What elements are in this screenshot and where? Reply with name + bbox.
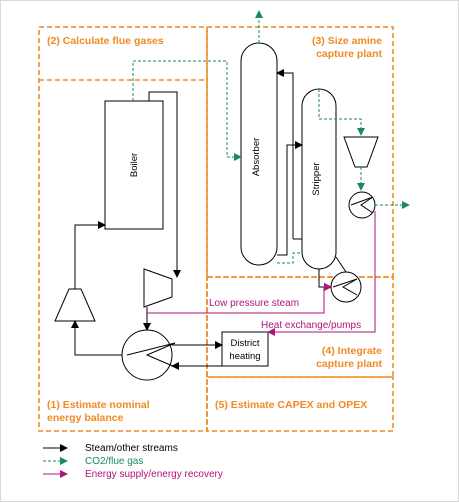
low-pressure-steam-line (147, 283, 332, 314)
district-heating-label-line1: District (230, 338, 259, 349)
section-1-label-line2: energy balance (47, 412, 124, 424)
boiler-label: Boiler (129, 153, 140, 177)
lean-amine-line (276, 69, 294, 239)
boiler-steam-line (148, 91, 181, 278)
energy-flows (147, 211, 376, 336)
stripper-to-reboiler-line (318, 269, 332, 291)
section-4-label-line2: capture plant (316, 358, 382, 370)
feed-pump (54, 288, 96, 322)
treated-gas-link (277, 252, 302, 264)
section-3-label-line1: (3) Size amine (312, 35, 382, 47)
section-4-label-line1: (4) Integrate (322, 345, 382, 357)
section-2-label: (2) Calculate flue gases (47, 35, 164, 47)
low-pressure-steam-label: Low pressure steam (209, 298, 299, 309)
district-heating-label-line2: heating (229, 351, 260, 362)
boiler (104, 100, 164, 230)
steam-turbine (143, 268, 173, 308)
section-box-5 (206, 376, 394, 432)
condenser-coil (126, 342, 176, 368)
legend-co2-label: CO2/flue gas (85, 456, 143, 467)
section-box-1 (38, 26, 208, 432)
co2-cooler (348, 191, 376, 219)
flue-gas-to-absorber (132, 60, 242, 161)
absorber-label: Absorber (251, 138, 262, 177)
section-5-label: (5) Estimate CAPEX and OPEX (215, 399, 367, 411)
stripper-co2-to-compressor (318, 89, 365, 136)
stripper-label: Stripper (311, 162, 322, 195)
pump-to-boiler-line (74, 221, 106, 289)
legend-energy-label: Energy supply/energy recovery (85, 469, 223, 480)
rich-amine-line (277, 141, 303, 256)
co2-compressor (343, 136, 379, 168)
heat-exchange-pumps-line (267, 211, 376, 336)
co2-cooler-coil (350, 196, 374, 214)
condenser-to-pump-line (71, 320, 122, 356)
co2-flows (132, 10, 410, 264)
section-boxes (38, 26, 394, 432)
district-heating (221, 331, 269, 367)
heat-exchange-pumps-label: Heat exchange/pumps (261, 320, 361, 331)
reboiler (330, 271, 362, 303)
legend: Steam/other streams CO2/flue gas Energy … (43, 443, 223, 480)
reboiler-return-line (335, 256, 347, 273)
reboiler-coil (332, 278, 358, 296)
legend-steam-label: Steam/other streams (85, 443, 178, 454)
section-1-label-line1: (1) Estimate nominal (47, 399, 150, 411)
section-3-label-line2: capture plant (316, 48, 382, 60)
